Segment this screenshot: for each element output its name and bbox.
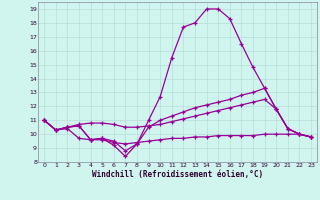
X-axis label: Windchill (Refroidissement éolien,°C): Windchill (Refroidissement éolien,°C)	[92, 170, 263, 179]
